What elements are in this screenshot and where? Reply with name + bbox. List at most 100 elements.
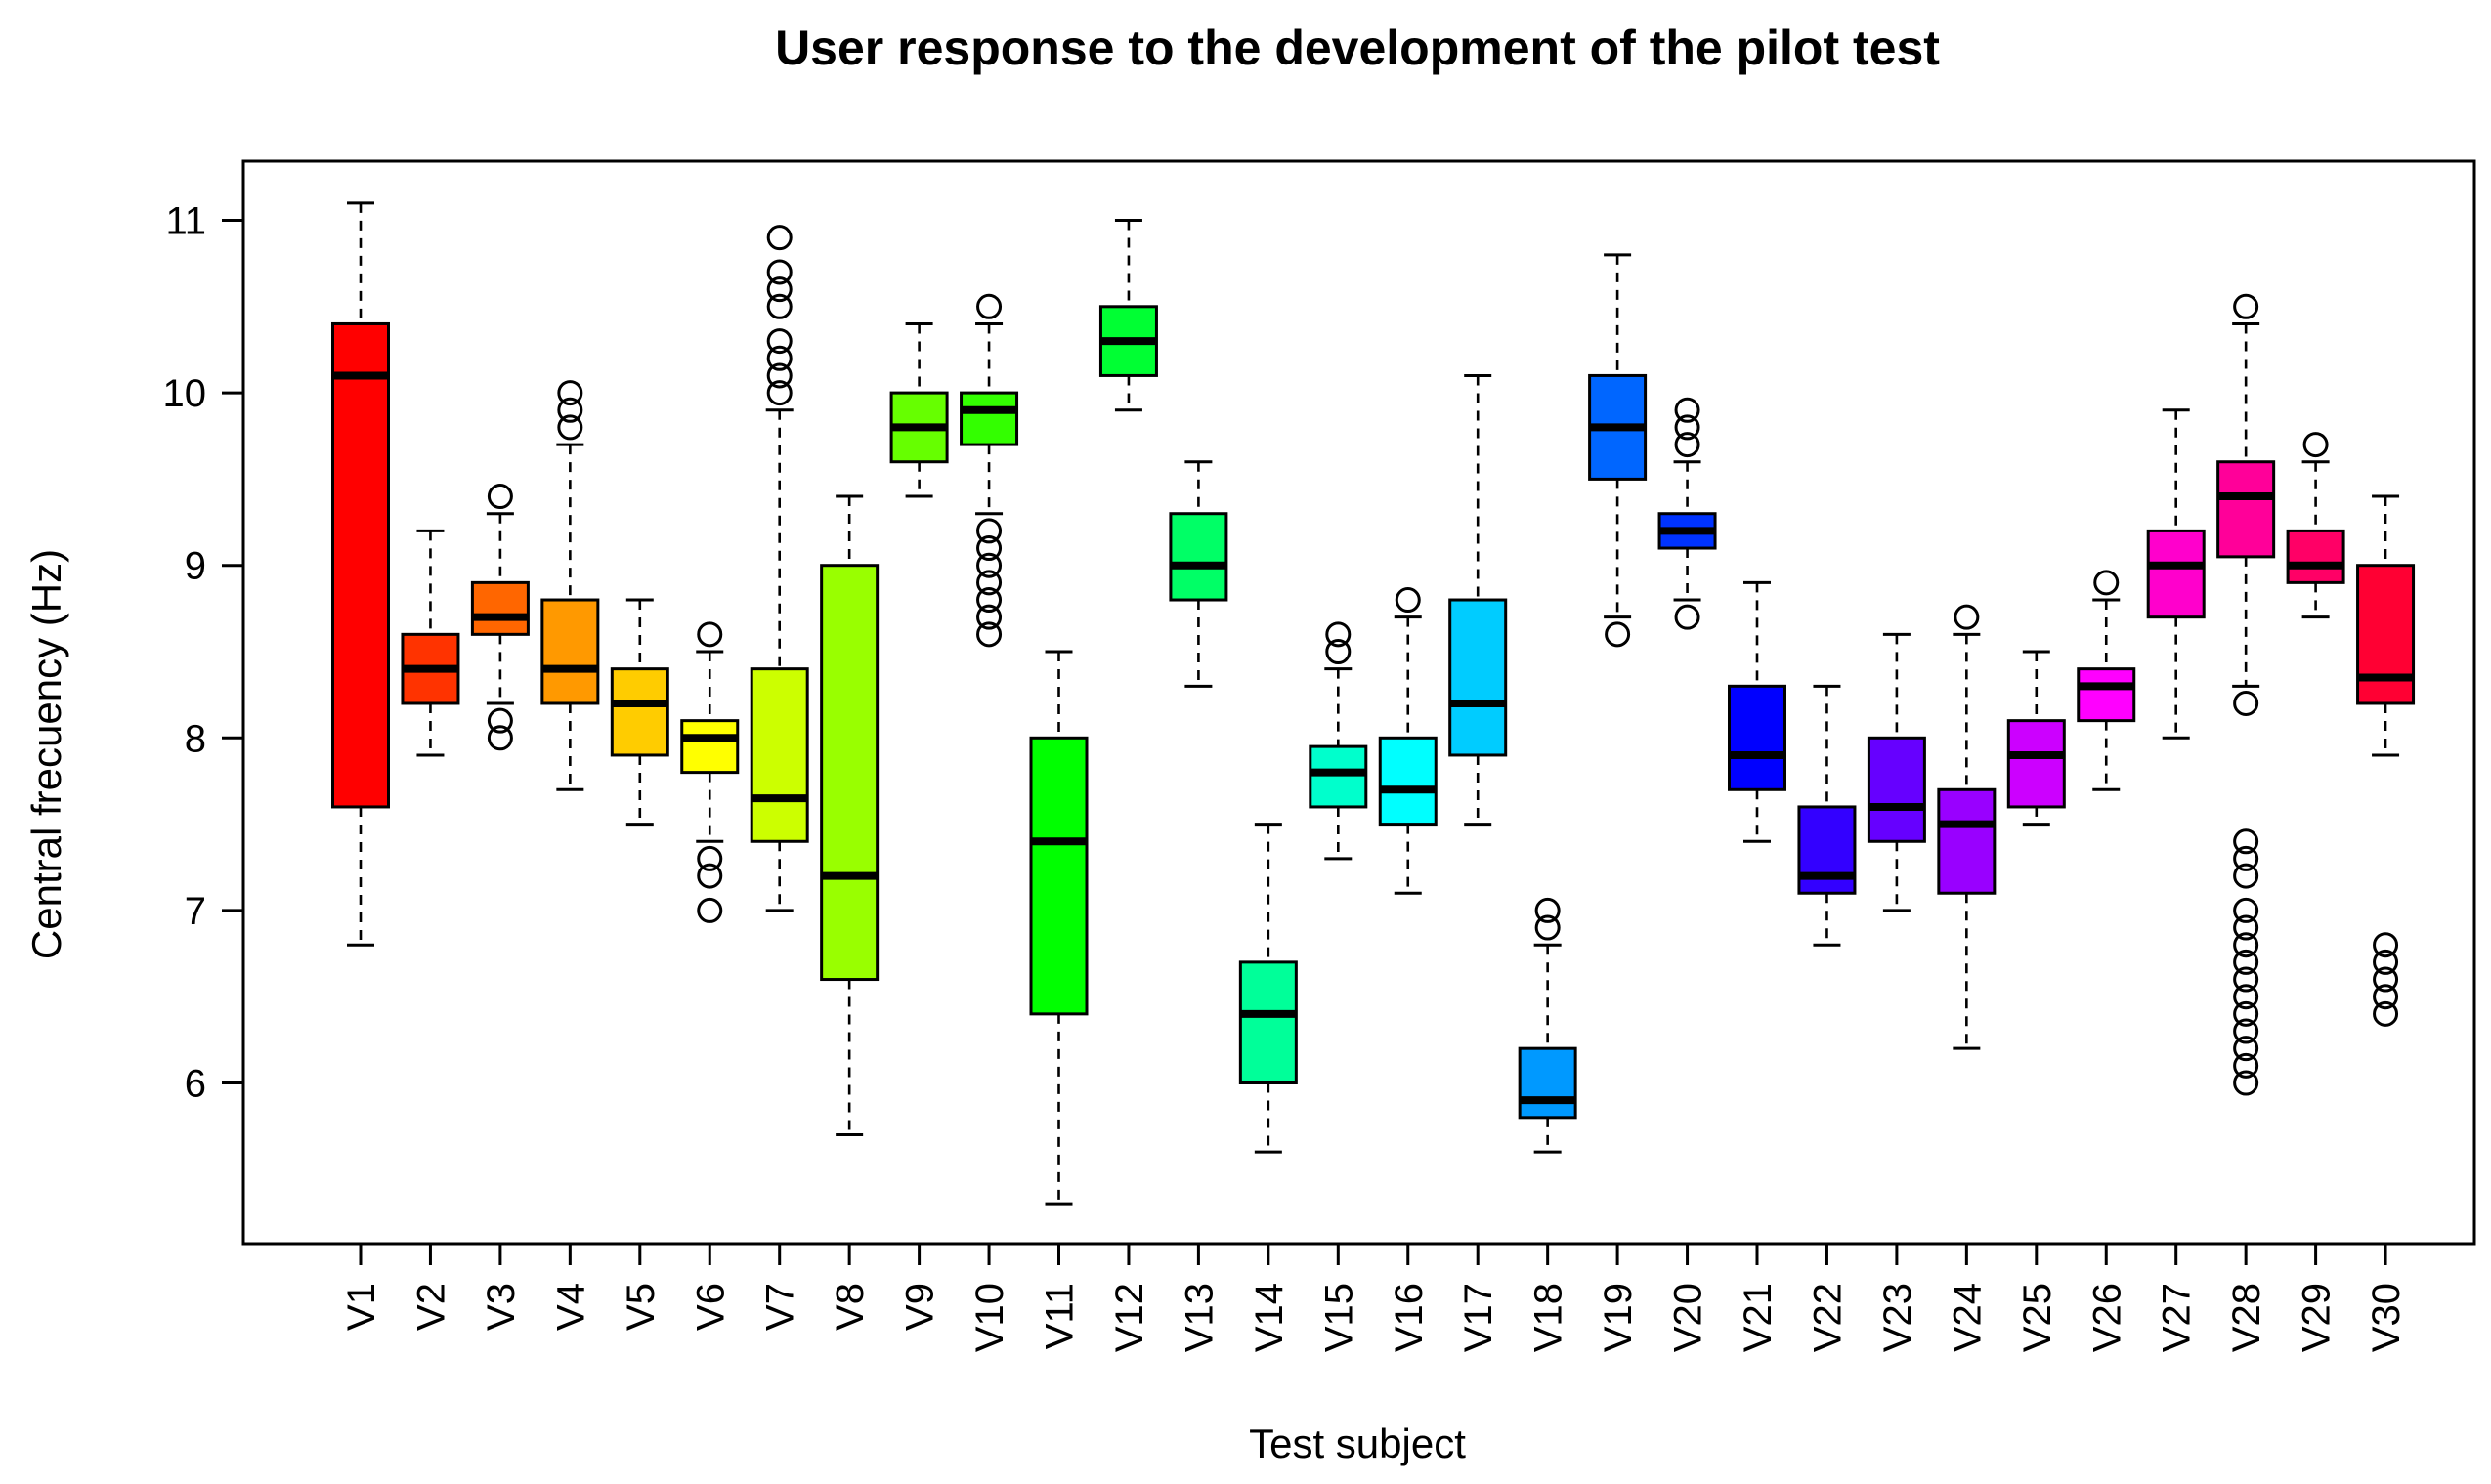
box-v25 bbox=[2006, 650, 2066, 827]
iqr-box bbox=[2006, 719, 2066, 809]
iqr-box bbox=[610, 667, 669, 757]
box-v16 bbox=[1378, 587, 1438, 895]
box-v24 bbox=[1937, 604, 1997, 1050]
box-v30 bbox=[2356, 494, 2416, 1027]
outlier-point bbox=[766, 293, 793, 319]
outlier-point bbox=[766, 345, 793, 371]
outlier-point bbox=[1674, 414, 1700, 441]
iqr-box bbox=[1378, 736, 1438, 827]
box-v26 bbox=[2077, 570, 2136, 791]
x-tick-label: V3 bbox=[480, 1283, 523, 1331]
iqr-box bbox=[1238, 960, 1298, 1085]
iqr-box bbox=[1169, 512, 1228, 602]
box-v11 bbox=[1029, 650, 1089, 1206]
iqr-box bbox=[2216, 460, 2276, 559]
box-v9 bbox=[889, 321, 949, 498]
box-v21 bbox=[1728, 580, 1786, 843]
y-tick-label: 7 bbox=[185, 890, 206, 933]
iqr-box bbox=[2286, 529, 2345, 584]
outlier-point bbox=[557, 414, 583, 441]
outlier-point bbox=[766, 328, 793, 355]
outlier-point bbox=[976, 293, 1003, 319]
outlier-point bbox=[2373, 984, 2399, 1010]
box-v13 bbox=[1169, 460, 1228, 688]
outlier-point bbox=[766, 259, 793, 285]
y-tick-label: 11 bbox=[165, 200, 206, 243]
box-v3 bbox=[470, 484, 530, 751]
iqr-box bbox=[1448, 598, 1508, 757]
iqr-box bbox=[2146, 529, 2206, 619]
y-tick-label: 6 bbox=[185, 1063, 206, 1106]
x-tick-label: V11 bbox=[1039, 1283, 1082, 1349]
iqr-box bbox=[1797, 805, 1857, 895]
x-tick-label: V7 bbox=[759, 1283, 802, 1331]
iqr-box bbox=[1309, 744, 1368, 809]
boxes-group bbox=[331, 201, 2416, 1206]
iqr-box bbox=[1728, 684, 1786, 791]
box-v23 bbox=[1867, 632, 1926, 912]
x-tick-label: V13 bbox=[1178, 1283, 1221, 1352]
outlier-point bbox=[2233, 1070, 2259, 1096]
outlier-point bbox=[697, 863, 723, 889]
iqr-box bbox=[1518, 1046, 1577, 1120]
outlier-point bbox=[487, 725, 513, 751]
outlier-point bbox=[2233, 949, 2259, 975]
x-tick-label: V16 bbox=[1388, 1283, 1431, 1352]
outlier-point bbox=[2233, 863, 2259, 889]
outlier-point bbox=[766, 362, 793, 389]
iqr-box bbox=[1029, 736, 1089, 1016]
outlier-point bbox=[557, 397, 583, 423]
x-axis-label: Test subject bbox=[1249, 1420, 1466, 1466]
outlier-point bbox=[2233, 1000, 2259, 1027]
x-tick-label: V5 bbox=[620, 1283, 663, 1331]
x-axis: V1 V2 V3 V4 V5 V6 V7 V8 V9 V10 V11 V12 V13 V14 V15 V16 V… bbox=[340, 1242, 2408, 1352]
outlier-point bbox=[766, 276, 793, 303]
y-tick-label: 9 bbox=[185, 545, 206, 588]
outlier-point bbox=[766, 225, 793, 251]
outlier-point bbox=[2233, 932, 2259, 958]
box-v6 bbox=[680, 621, 740, 923]
outlier-point bbox=[766, 380, 793, 406]
y-tick-label: 10 bbox=[163, 372, 207, 415]
outlier-point bbox=[1395, 587, 1421, 614]
outlier-point bbox=[2302, 432, 2329, 458]
x-tick-label: V19 bbox=[1597, 1283, 1640, 1352]
iqr-box bbox=[540, 598, 600, 705]
box-v20 bbox=[1657, 397, 1717, 630]
outlier-point bbox=[1954, 604, 1980, 630]
outlier-point bbox=[2373, 949, 2399, 975]
outlier-point bbox=[2233, 293, 2259, 319]
outlier-point bbox=[1674, 604, 1700, 630]
outlier-point bbox=[2233, 690, 2259, 716]
y-tick-label: 8 bbox=[185, 717, 206, 760]
box-v8 bbox=[820, 494, 880, 1136]
iqr-box bbox=[960, 391, 1019, 446]
outlier-point bbox=[1325, 621, 1352, 648]
iqr-box bbox=[750, 667, 809, 843]
iqr-box bbox=[1867, 736, 1926, 843]
box-v15 bbox=[1309, 621, 1368, 861]
x-tick-label: V29 bbox=[2296, 1283, 2339, 1352]
outlier-point bbox=[557, 380, 583, 406]
x-tick-label: V18 bbox=[1527, 1283, 1570, 1352]
box-v1 bbox=[331, 201, 390, 947]
outlier-point bbox=[2373, 966, 2399, 993]
chart-title: User response to the development of the … bbox=[775, 21, 1940, 75]
outlier-point bbox=[976, 621, 1003, 648]
iqr-box bbox=[2356, 564, 2416, 705]
outlier-point bbox=[2373, 1000, 2399, 1027]
outlier-point bbox=[2233, 1036, 2259, 1062]
box-v22 bbox=[1797, 684, 1857, 947]
outlier-point bbox=[2233, 914, 2259, 941]
box-v19 bbox=[1588, 253, 1648, 648]
box-v14 bbox=[1238, 823, 1298, 1154]
x-tick-label: V15 bbox=[1317, 1283, 1360, 1352]
x-tick-label: V25 bbox=[2016, 1283, 2059, 1352]
x-tick-label: V21 bbox=[1737, 1283, 1780, 1352]
x-tick-label: V17 bbox=[1457, 1283, 1500, 1352]
box-v4 bbox=[540, 380, 600, 791]
outlier-point bbox=[976, 587, 1003, 614]
x-tick-label: V1 bbox=[340, 1283, 383, 1331]
box-v10 bbox=[960, 293, 1019, 648]
